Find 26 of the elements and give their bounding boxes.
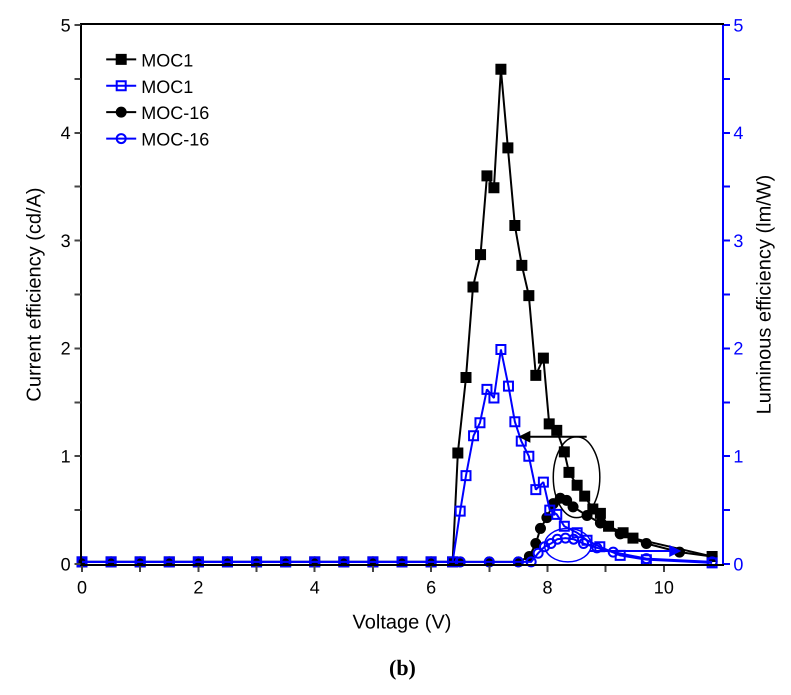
x-tick-label: 6 xyxy=(426,577,436,598)
y2-axis-title: Luminous efficiency (lm/W) xyxy=(753,174,776,414)
y2-tick-label: 1 xyxy=(733,446,744,466)
y-axis-title: Current efficiency (cd/A) xyxy=(24,187,46,402)
legend-label: MOC-16 xyxy=(141,130,210,150)
y2-tick-label: 3 xyxy=(733,230,744,251)
legend-label: MOC1 xyxy=(141,50,194,70)
y-tick-label: 4 xyxy=(60,123,71,144)
y2-tick-label: 5 xyxy=(733,15,744,36)
y2-tick-label: 2 xyxy=(733,338,744,359)
x-tick-label: 4 xyxy=(310,577,320,598)
y-tick-label: 2 xyxy=(60,338,71,359)
y2-tick-label: 0 xyxy=(733,554,744,574)
text: (b) xyxy=(389,655,416,680)
y-tick-label: 5 xyxy=(60,15,71,36)
x-tick-label: 2 xyxy=(193,577,204,598)
y-tick-label: 1 xyxy=(60,446,71,466)
legend-label: MOC1 xyxy=(141,76,194,97)
y-tick-label: 0 xyxy=(60,554,71,574)
x-axis-title: Voltage (V) xyxy=(352,611,452,634)
y2-tick-label: 4 xyxy=(733,123,744,144)
x-tick-label: 8 xyxy=(542,577,552,598)
y-tick-label: 3 xyxy=(60,230,71,251)
legend-label: MOC-16 xyxy=(141,103,210,124)
x-tick-label: 0 xyxy=(76,577,88,598)
x-tick-label: 10 xyxy=(654,577,674,598)
